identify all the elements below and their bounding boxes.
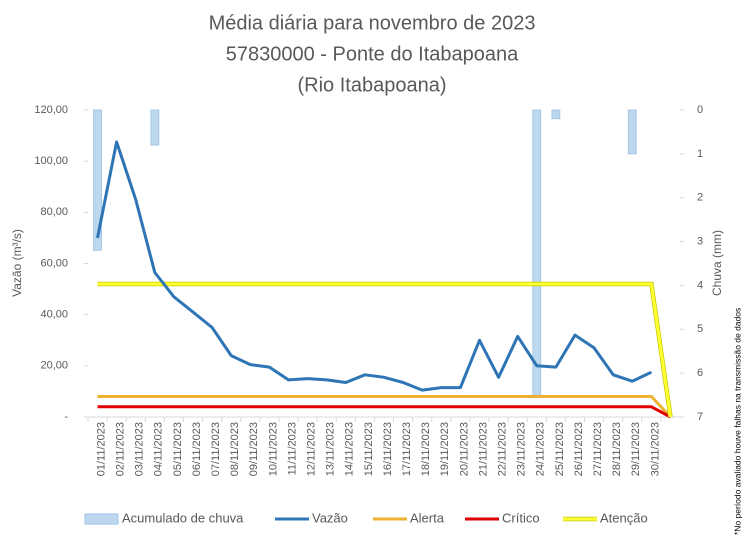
y2-axis-label: Chuva (mm): [710, 230, 724, 296]
y-tick-label: -: [64, 411, 68, 423]
legend-swatch: [84, 513, 119, 525]
x-tick-label: 02/11/2023: [115, 422, 127, 476]
x-tick-label: 19/11/2023: [439, 422, 451, 476]
y-tick-label: 80,00: [40, 206, 68, 218]
x-tick-label: 08/11/2023: [229, 422, 241, 476]
x-tick-label: 23/11/2023: [516, 422, 528, 476]
x-tick-label: 25/11/2023: [554, 422, 566, 476]
x-tick-label: 22/11/2023: [496, 422, 508, 476]
x-tick-label: 05/11/2023: [172, 422, 184, 476]
x-tick-label: 18/11/2023: [420, 422, 432, 476]
x-tick-label: 13/11/2023: [325, 422, 337, 476]
line: [97, 395, 672, 419]
y2-tick-label: 5: [697, 323, 703, 335]
x-tick-label: 03/11/2023: [134, 422, 146, 476]
y2-tick-label: 3: [697, 235, 703, 247]
legend-label: Acumulado de chuva: [122, 510, 244, 525]
chart-title: 57830000 - Ponte do Itabapoana: [226, 43, 519, 65]
y2-tick-label: 7: [697, 411, 703, 423]
x-tick-label: 01/11/2023: [95, 422, 107, 476]
chart-title: Média diária para novembro de 2023: [209, 12, 536, 34]
x-tick-label: 29/11/2023: [630, 422, 642, 476]
y-tick-label: 120,00: [34, 104, 68, 116]
rain-bar: [532, 109, 542, 398]
x-tick-label: 27/11/2023: [592, 422, 604, 476]
y-tick-label: 60,00: [40, 257, 68, 269]
rain-bar: [551, 109, 561, 120]
x-tick-label: 24/11/2023: [535, 422, 547, 476]
x-tick-label: 15/11/2023: [363, 422, 375, 476]
x-tick-label: 21/11/2023: [477, 422, 489, 476]
y-tick-label: 40,00: [40, 309, 68, 321]
y2-tick-label: 4: [697, 279, 703, 291]
x-tick-label: 04/11/2023: [153, 422, 165, 476]
x-tick-label: 20/11/2023: [458, 422, 470, 476]
x-tick-label: 06/11/2023: [191, 422, 203, 476]
note: *No período avaliado houve falhas na tra…: [732, 308, 742, 535]
x-tick-label: 07/11/2023: [210, 422, 222, 476]
x-tick-label: 26/11/2023: [573, 422, 585, 476]
legend-label: Crítico: [502, 510, 540, 525]
x-tick-label: 30/11/2023: [649, 422, 661, 476]
rain-bar: [150, 109, 160, 146]
y2-tick-label: 0: [697, 104, 703, 116]
line: [96, 140, 653, 392]
x-tick-label: 17/11/2023: [401, 422, 413, 476]
y2-tick-label: 1: [697, 148, 703, 160]
x-tick-label: 14/11/2023: [344, 422, 356, 476]
legend-label: Alerta: [410, 510, 445, 525]
rain-bar: [627, 109, 637, 155]
line: [97, 282, 672, 418]
x-tick-label: 28/11/2023: [611, 422, 623, 476]
line: [97, 405, 672, 419]
y2-tick-label: 2: [697, 192, 703, 204]
x-tick-label: 12/11/2023: [306, 422, 318, 476]
legend-label: Vazão: [312, 510, 348, 525]
y2-tick-label: 6: [697, 367, 703, 379]
chart-title: (Rio Itabapoana): [298, 74, 447, 96]
y-tick-label: 20,00: [40, 360, 68, 372]
y-tick-label: 100,00: [34, 155, 68, 167]
x-tick-label: 16/11/2023: [382, 422, 394, 476]
rain-bar: [93, 109, 102, 251]
legend-label: Atenção: [600, 510, 648, 525]
y-axis-label: Vazão (m³/s): [10, 229, 24, 297]
x-tick-label: 11/11/2023: [286, 422, 298, 475]
x-tick-label: 10/11/2023: [267, 422, 279, 476]
x-tick-label: 09/11/2023: [248, 422, 260, 476]
